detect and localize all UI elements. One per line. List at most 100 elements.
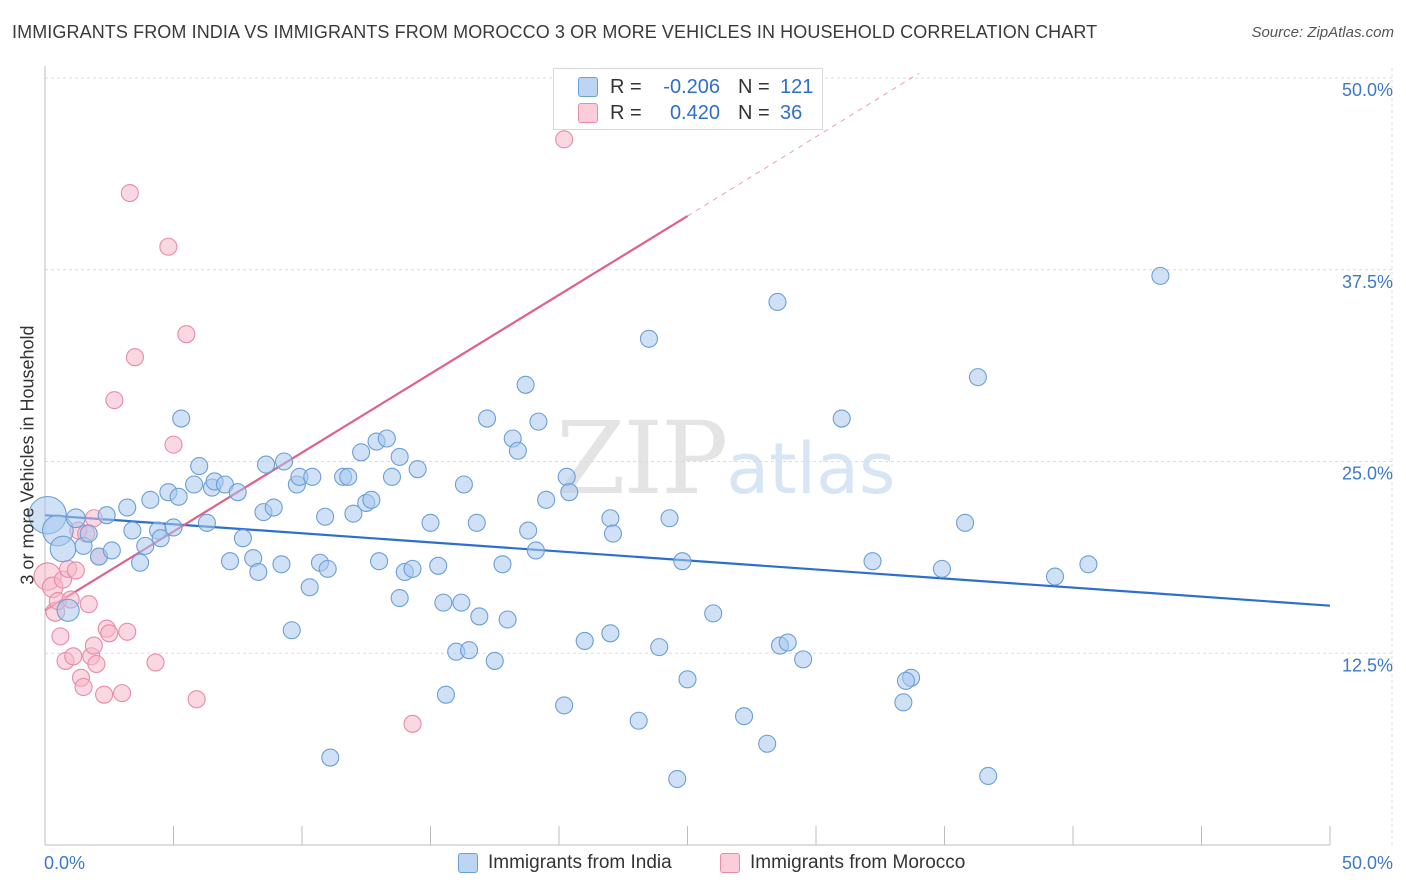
- data-point-india: [316, 507, 335, 526]
- data-point-india: [370, 552, 389, 571]
- watermark-atlas: atlas: [726, 428, 896, 510]
- data-point-morocco: [113, 684, 132, 703]
- data-point-morocco: [64, 647, 83, 666]
- data-point-india: [102, 541, 121, 560]
- legend-swatch-india: [458, 853, 478, 873]
- data-point-india: [49, 535, 77, 563]
- data-point-india: [557, 467, 576, 486]
- data-point-morocco: [164, 435, 183, 454]
- legend-swatch-morocco: [720, 853, 740, 873]
- data-point-india: [1151, 266, 1170, 285]
- data-point-india: [896, 671, 916, 690]
- data-point-india: [629, 711, 648, 730]
- data-point-india: [519, 521, 538, 540]
- data-point-india: [537, 490, 556, 509]
- data-point-india: [668, 769, 687, 789]
- data-point-india: [704, 604, 723, 623]
- data-point-morocco: [79, 595, 98, 614]
- data-point-india: [65, 508, 86, 529]
- legend-row-morocco: R = 0.420 N = 36: [578, 100, 802, 126]
- data-point-morocco: [125, 348, 144, 367]
- data-point-india: [758, 734, 777, 753]
- correlation-legend: R = -0.206 N = 121 R = 0.420 N = 36: [553, 68, 823, 130]
- data-point-india: [1045, 567, 1065, 586]
- data-point-india: [172, 409, 191, 428]
- data-point-morocco: [51, 627, 70, 646]
- data-point-india: [169, 487, 188, 506]
- legend-swatch-india: [578, 77, 598, 97]
- data-point-india: [863, 552, 882, 571]
- data-point-india: [956, 513, 975, 532]
- data-point-india: [303, 467, 322, 486]
- x-tick-label: 0.0%: [44, 853, 85, 873]
- data-point-india: [362, 490, 381, 509]
- data-point-morocco: [84, 636, 103, 655]
- data-point-india: [526, 541, 545, 560]
- data-point-india: [493, 555, 512, 574]
- data-point-india: [321, 748, 340, 767]
- tick-labels: 12.5% 25.0% 37.5% 50.0% 0.0% 50.0%: [44, 80, 1393, 873]
- data-point-india: [529, 412, 548, 431]
- data-point-india: [452, 593, 471, 612]
- source-credit[interactable]: Source: ZipAtlas.com: [1251, 24, 1394, 41]
- data-point-india: [1079, 555, 1098, 574]
- watermark-zip: ZIP: [556, 400, 728, 517]
- legend-r-value-india: -0.206: [663, 75, 720, 98]
- data-point-india: [256, 455, 276, 474]
- legend-item-morocco[interactable]: Immigrants from Morocco: [720, 852, 965, 874]
- trend-lines: [44, 72, 1331, 612]
- data-point-india: [979, 766, 998, 786]
- data-point-india: [601, 509, 620, 528]
- data-point-india: [272, 555, 291, 574]
- data-point-india: [660, 509, 679, 528]
- data-point-india: [118, 498, 137, 517]
- data-point-india: [97, 506, 116, 525]
- data-point-morocco: [105, 391, 124, 410]
- data-point-india: [190, 457, 209, 476]
- data-point-morocco: [87, 654, 106, 674]
- data-point-india: [131, 553, 150, 572]
- data-point-india: [228, 483, 247, 502]
- data-point-india: [264, 498, 283, 517]
- data-point-india: [603, 524, 623, 543]
- data-point-india: [390, 447, 409, 466]
- y-tick-label: 12.5%: [1342, 655, 1393, 675]
- data-point-morocco: [100, 624, 119, 643]
- legend-r-label: R =: [610, 101, 642, 124]
- data-point-india: [498, 610, 517, 629]
- data-point-india: [123, 521, 142, 540]
- data-point-morocco: [95, 685, 114, 704]
- data-point-india: [382, 467, 402, 486]
- data-point-india: [477, 409, 497, 428]
- data-point-india: [650, 638, 669, 657]
- data-point-india: [932, 559, 951, 578]
- grid-lines: [45, 68, 1393, 845]
- data-point-india: [678, 670, 697, 689]
- data-point-india: [318, 559, 337, 578]
- data-point-india: [220, 552, 240, 571]
- data-point-india: [300, 578, 319, 597]
- data-point-india: [639, 329, 659, 348]
- data-point-india: [352, 443, 371, 462]
- data-point-india: [470, 607, 489, 626]
- data-point-india: [377, 429, 396, 448]
- data-point-india: [151, 529, 170, 548]
- legend-swatch-morocco: [578, 103, 598, 123]
- data-point-india: [459, 641, 479, 660]
- y-tick-label: 50.0%: [1342, 80, 1393, 100]
- data-point-india: [403, 559, 422, 578]
- data-point-india: [282, 621, 301, 640]
- legend-r-label: R =: [610, 75, 642, 98]
- legend-label-india: Immigrants from India: [488, 852, 672, 873]
- data-point-india: [390, 588, 409, 608]
- data-point-india: [778, 633, 797, 652]
- data-point-india: [429, 556, 448, 575]
- data-point-india: [344, 504, 363, 523]
- data-point-india: [79, 524, 98, 543]
- legend-row-india: R = -0.206 N = 121: [578, 74, 813, 100]
- data-point-india: [454, 475, 473, 494]
- legend-item-india[interactable]: Immigrants from India: [458, 852, 672, 874]
- data-point-morocco: [118, 622, 137, 641]
- data-point-india: [734, 707, 754, 726]
- data-point-india: [56, 598, 80, 622]
